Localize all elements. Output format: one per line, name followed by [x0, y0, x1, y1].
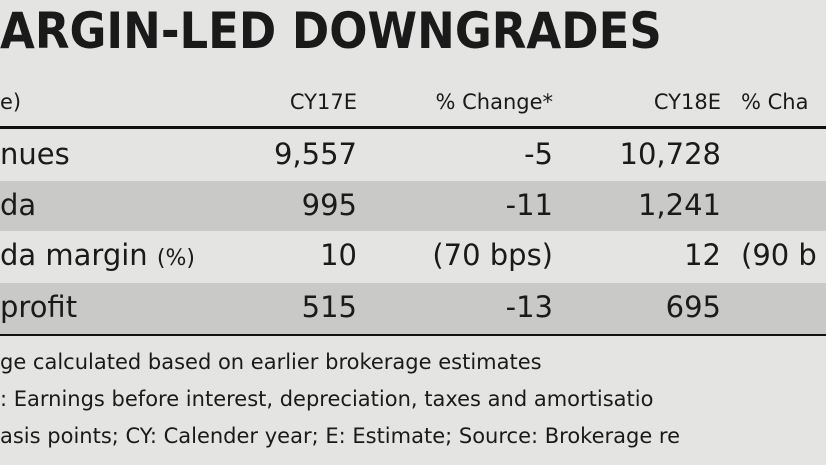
footnote: asis points; CY: Calender year; E: Estim…: [0, 424, 681, 448]
cell: 695: [665, 290, 721, 324]
row-label-text: da margin: [0, 238, 148, 272]
row-label: nues: [0, 137, 70, 171]
footnote: : Earnings before interest, depreciation…: [0, 387, 654, 411]
cell: 12: [684, 238, 721, 272]
cell: 515: [301, 290, 357, 324]
column-header: % Cha: [741, 90, 809, 114]
cell: 995: [301, 188, 357, 222]
cell: -13: [505, 290, 553, 324]
cell: -5: [524, 137, 553, 171]
cell: (70 bps): [432, 238, 553, 272]
row-background: [0, 130, 826, 181]
header-rule: [0, 126, 826, 129]
column-header: e): [0, 90, 22, 114]
cell: 10,728: [619, 137, 721, 171]
row-background: [0, 231, 826, 283]
row-background: [0, 283, 826, 334]
row-label: profit: [0, 290, 78, 324]
cell: 9,557: [273, 137, 357, 171]
column-header: % Change*: [435, 90, 553, 114]
cell: (90 b: [741, 238, 817, 272]
cell: -11: [505, 188, 553, 222]
column-header: CY17E: [289, 90, 357, 114]
footnote: ge calculated based on earlier brokerage…: [0, 350, 542, 374]
cell: 10: [320, 238, 357, 272]
row-background: [0, 181, 826, 231]
row-unit: (%): [156, 246, 195, 271]
title: ARGIN-LED DOWNGRADES: [0, 2, 662, 60]
bottom-rule: [0, 334, 826, 336]
row-label: da margin (%): [0, 230, 195, 284]
cell: 1,241: [637, 188, 721, 222]
row-label: da: [0, 188, 37, 222]
column-header: CY18E: [653, 90, 721, 114]
